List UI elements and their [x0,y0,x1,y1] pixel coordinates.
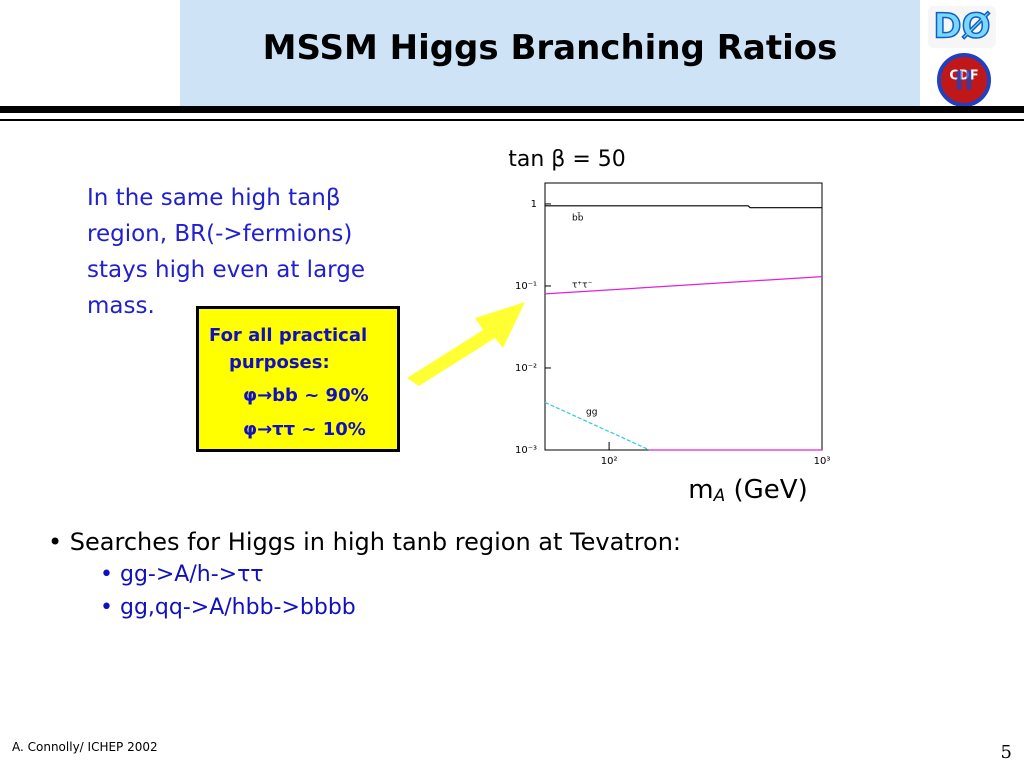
d0-logo: DØ [933,7,990,47]
page-number: 5 [1000,742,1012,763]
rule [0,119,1024,121]
bullet-text: gg->A/h->ττ [119,562,264,587]
arrow [407,302,525,386]
series-line [545,205,822,209]
bullet-sub: • gg->A/h->ττ [100,562,264,587]
bullet-text: gg,qq->A/hbb->bbbb [119,595,356,620]
x-label-sub: A [713,486,726,506]
cdf-logo [937,53,991,106]
rule [0,106,1024,113]
series-label: bb̄ [572,212,584,224]
bullets: • Searches for Higgs in high tanb region… [48,528,681,620]
slide-title: MSSM Higgs Branching Ratios [262,28,838,68]
line: region, BR(->fermions) [87,221,353,247]
plot-title: tan β = 50 [508,147,626,172]
cdf-text: CDF [949,69,978,84]
series-line [544,276,823,295]
y-tick-label: 10⁻³ [515,445,537,456]
bullet-main: • Searches for Higgs in high tanb region… [48,528,682,556]
series-label: τ⁺τ⁻ [572,281,593,291]
x-tick-label: 10³ [814,456,831,467]
x-label-main: m [688,475,713,505]
series-line [544,401,650,451]
footer: A. Connolly/ ICHEP 2002 [12,740,158,754]
arrow-shape [407,302,525,386]
box-line: purposes: [229,352,330,373]
logo-bg [928,6,996,48]
bullet-sub: • gg,qq->A/hbb->bbbb [100,595,356,620]
y-tick-label: 1 [531,199,537,210]
box-line: φ→bb ~ 90% [243,385,369,406]
series-label: gg [586,408,597,418]
bullet-text: Searches for Higgs in high tanb region a… [69,528,682,556]
paragraph: In the same high tanβ region, BR(->fermi… [87,180,365,324]
plot: tan β = 50 mA (GeV) 1 10⁻¹ 10⁻² 10⁻³ 10² 10³ b… [508,147,831,507]
cdf-ii: II [954,67,973,97]
line: mass. [87,293,155,319]
x-label-rest: (GeV) [725,475,807,505]
x-axis-label: mA (GeV) [688,475,807,507]
header-band [180,0,920,106]
y-tick-label: 10⁻¹ [515,281,537,292]
box-line: φ→ττ ~ 10% [243,419,366,440]
y-tick-label: 10⁻² [515,363,537,374]
line: In the same high tanβ [87,185,341,211]
box-line: For all practical [209,325,368,346]
logos: DØ CDF II [928,6,996,106]
line: stays high even at large [87,257,365,283]
x-tick-label: 10² [601,456,618,467]
note-box: For all practical purposes: φ→bb ~ 90% φ… [196,306,400,452]
